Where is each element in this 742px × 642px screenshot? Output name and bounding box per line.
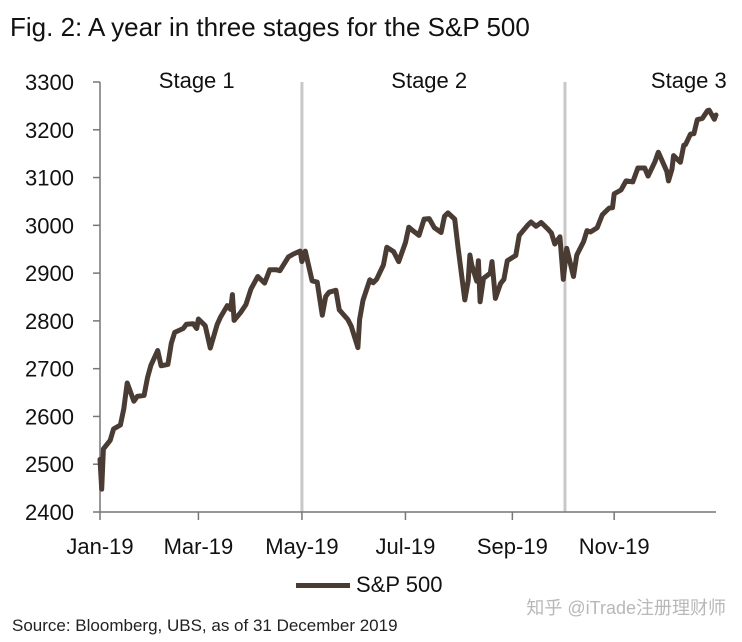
watermark: 知乎 @iTrade注册理财师 xyxy=(526,598,726,618)
y-tick-label-3200: 3200 xyxy=(25,118,74,143)
stage-label-3: Stage 3 xyxy=(651,68,727,93)
legend-label: S&P 500 xyxy=(356,572,443,597)
y-tick-label-2900: 2900 xyxy=(25,261,74,286)
stage-label-1: Stage 1 xyxy=(159,68,235,93)
source-note: Source: Bloomberg, UBS, as of 31 Decembe… xyxy=(12,616,398,635)
x-tick-label-Jul-19: Jul-19 xyxy=(375,534,435,559)
x-tick-label-Mar-19: Mar-19 xyxy=(164,534,234,559)
legend-swatch xyxy=(296,582,350,588)
stage-label-2: Stage 2 xyxy=(391,68,467,93)
y-tick-label-2500: 2500 xyxy=(25,452,74,477)
chart-title: Fig. 2: A year in three stages for the S… xyxy=(10,12,530,42)
x-tick-label-Sep-19: Sep-19 xyxy=(477,534,548,559)
y-tick-label-2600: 2600 xyxy=(25,404,74,429)
x-tick-label-Jan-19: Jan-19 xyxy=(66,534,133,559)
y-tick-label-2400: 2400 xyxy=(25,500,74,525)
y-tick-label-3100: 3100 xyxy=(25,166,74,191)
y-tick-label-2800: 2800 xyxy=(25,309,74,334)
y-tick-label-2700: 2700 xyxy=(25,357,74,382)
x-tick-label-May-19: May-19 xyxy=(265,534,338,559)
y-tick-label-3300: 3300 xyxy=(25,70,74,95)
x-tick-label-Nov-19: Nov-19 xyxy=(579,534,650,559)
series-line-1 xyxy=(97,107,719,492)
y-tick-label-3000: 3000 xyxy=(25,213,74,238)
legend: S&P 500 xyxy=(296,570,442,600)
